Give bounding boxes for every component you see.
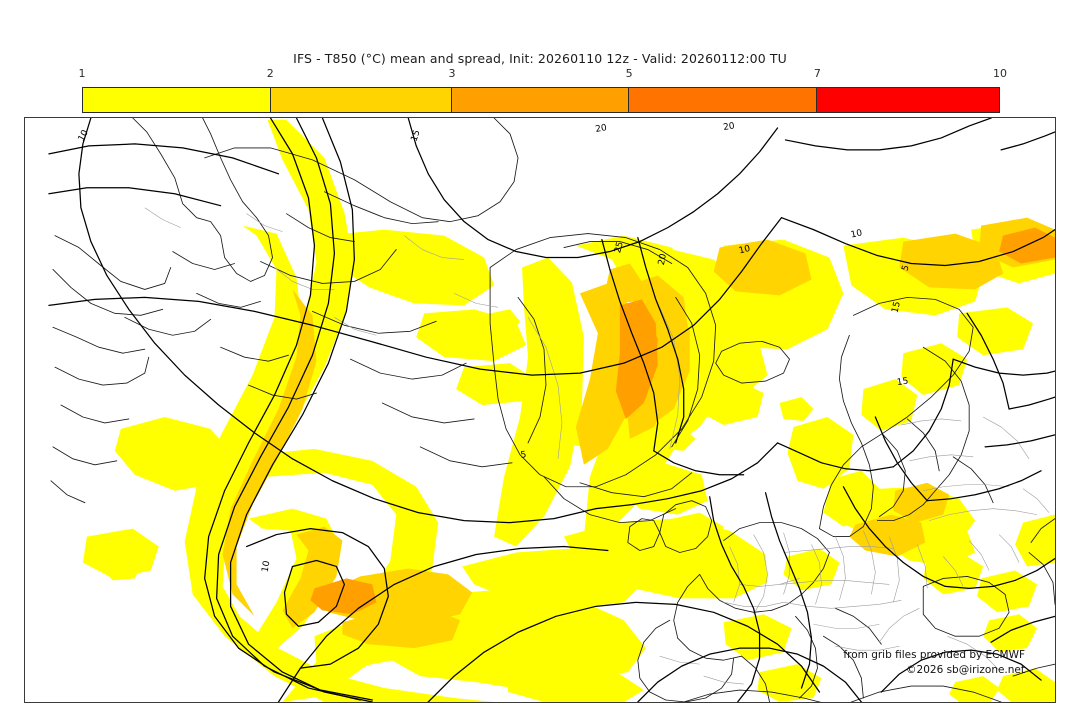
colorbar-gradient <box>82 87 1000 113</box>
colorbar-tick-labels: 1 2 3 5 7 10 <box>78 67 1008 83</box>
contour-label: 20 <box>723 121 736 133</box>
map-canvas[interactable]: 10 15 20 20 10 25 20 10 15 5 15 5 10 <box>25 118 1055 702</box>
spread-shading-band-1-2 <box>82 119 1055 702</box>
colorbar-tick-1: 1 <box>78 67 86 80</box>
map-frame[interactable]: 10 15 20 20 10 25 20 10 15 5 15 5 10 fro… <box>24 117 1056 703</box>
contour-label: 10 <box>850 228 864 240</box>
contour-labels: 10 15 20 20 10 25 20 10 15 5 15 5 10 <box>77 121 912 573</box>
colorbar-tick-7: 7 <box>813 67 821 80</box>
colorbar: 1 2 3 5 7 10 <box>79 67 1007 113</box>
contour-label: 10 <box>261 560 273 573</box>
contour-label: 10 <box>738 244 752 257</box>
colorbar-band-7-10 <box>816 88 999 112</box>
contour-label: 5 <box>901 264 912 272</box>
contour-label: 5 <box>520 450 527 461</box>
colorbar-band-1-2 <box>83 88 271 112</box>
mean-contours <box>48 118 1055 702</box>
contour-label: 15 <box>410 129 423 143</box>
contour-label: 20 <box>657 253 669 267</box>
colorbar-tick-10: 10 <box>993 67 1007 80</box>
colorbar-band-5-7 <box>628 88 817 112</box>
colorbar-band-2-3 <box>270 88 453 112</box>
contour-label: 15 <box>891 301 903 314</box>
contour-label: 15 <box>896 377 909 388</box>
coastlines <box>50 118 1055 702</box>
contour-label: 25 <box>613 241 626 255</box>
colorbar-band-3-5 <box>452 88 629 112</box>
country-borders <box>144 207 1050 685</box>
colorbar-tick-2: 2 <box>266 67 274 80</box>
page-title: IFS - T850 (°C) mean and spread, Init: 2… <box>293 51 787 66</box>
colorbar-tick-5: 5 <box>625 67 633 80</box>
colorbar-tick-3: 3 <box>448 67 456 80</box>
contour-label: 10 <box>77 128 91 143</box>
contour-label: 20 <box>595 123 608 135</box>
